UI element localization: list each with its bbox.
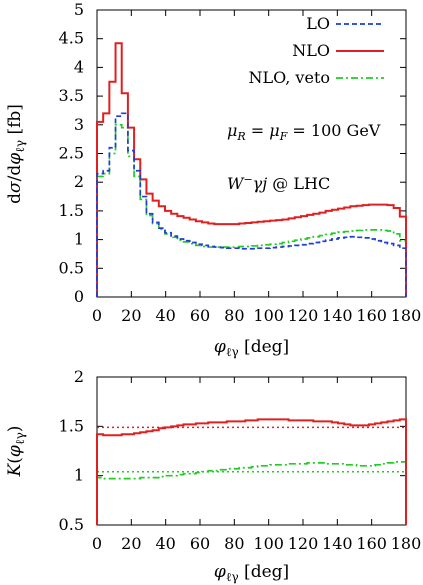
main-plot-frame: [96, 9, 407, 298]
ratio-panel: 0.511.520 20 40 60 80 100 120 140 160 180: [59, 367, 422, 553]
main-ytick-label: 4: [74, 57, 84, 76]
ratio-xtick-label: 180: [391, 534, 422, 553]
ratio-xtick-label: 60: [190, 534, 210, 553]
main-ytick-label: 4.5: [59, 29, 84, 48]
ratio-xtick-label: 20: [121, 534, 141, 553]
ratio-xtick-label: 100: [253, 534, 284, 553]
main-ytick-label: 0: [74, 287, 84, 306]
main-ytick-label: 0.5: [59, 258, 84, 277]
ratio-ytick-label: 1.5: [59, 416, 84, 435]
ratio-xtick-label: 140: [322, 534, 353, 553]
ratio-ytick-label: 0.5: [59, 515, 84, 534]
ratio-series-nlo-ratio: [96, 418, 407, 525]
main-ytick-label: 3.5: [59, 86, 84, 105]
legend-label-nlo: NLO: [292, 41, 330, 60]
main-panel: 00.511.522.533.544.550 20 40 60 80 100 120 140 1…: [59, 0, 422, 325]
ratio-x-axis-label: φℓγ [deg]: [214, 562, 289, 584]
legend: LO NLO NLO, veto: [248, 14, 384, 87]
main-series-nlo-veto: [96, 123, 407, 297]
main-y-axis-label: dσ/dφℓγ [fb]: [5, 104, 27, 204]
ratio-xtick-label: 160: [356, 534, 387, 553]
main-xtick-label: 100: [253, 306, 284, 325]
main-xtick-label: 40: [155, 306, 175, 325]
main-ytick-label: 2.5: [59, 144, 84, 163]
process-annotation: W−γj @ LHC: [227, 173, 330, 193]
main-series-lo: [96, 112, 407, 297]
main-x-axis-label: φℓγ [deg]: [214, 337, 289, 359]
main-ytick-label: 1.5: [59, 201, 84, 220]
main-xtick-label: 0: [92, 306, 102, 325]
legend-label-nlo-veto: NLO, veto: [248, 68, 330, 87]
ratio-xtick-label: 120: [288, 534, 319, 553]
main-ytick-label: 2: [74, 172, 84, 191]
main-xtick-label: 20: [121, 306, 141, 325]
main-series-nlo: [96, 42, 407, 297]
main-xtick-label: 160: [356, 306, 387, 325]
main-ytick-label: 5: [74, 0, 84, 19]
main-xtick-label: 80: [224, 306, 244, 325]
legend-label-lo: LO: [306, 14, 330, 33]
main-ytick-label: 3: [74, 115, 84, 134]
ratio-xtick-label: 80: [224, 534, 244, 553]
ratio-xtick-label: 40: [155, 534, 175, 553]
ratio-xtick-label: 0: [92, 534, 102, 553]
main-xtick-label: 60: [190, 306, 210, 325]
main-xtick-label: 180: [391, 306, 422, 325]
ratio-ytick-label: 2: [74, 367, 84, 386]
main-xtick-label: 120: [288, 306, 319, 325]
ratio-y-axis-label: K(φℓγ): [5, 426, 27, 478]
main-ytick-label: 1: [74, 230, 84, 249]
main-xtick-label: 140: [322, 306, 353, 325]
ratio-series-veto-ratio: [96, 461, 407, 525]
ratio-plot-frame: [96, 376, 407, 526]
ratio-ytick-label: 1: [74, 466, 84, 485]
scale-annotation: μR = μF = 100 GeV: [227, 121, 381, 143]
